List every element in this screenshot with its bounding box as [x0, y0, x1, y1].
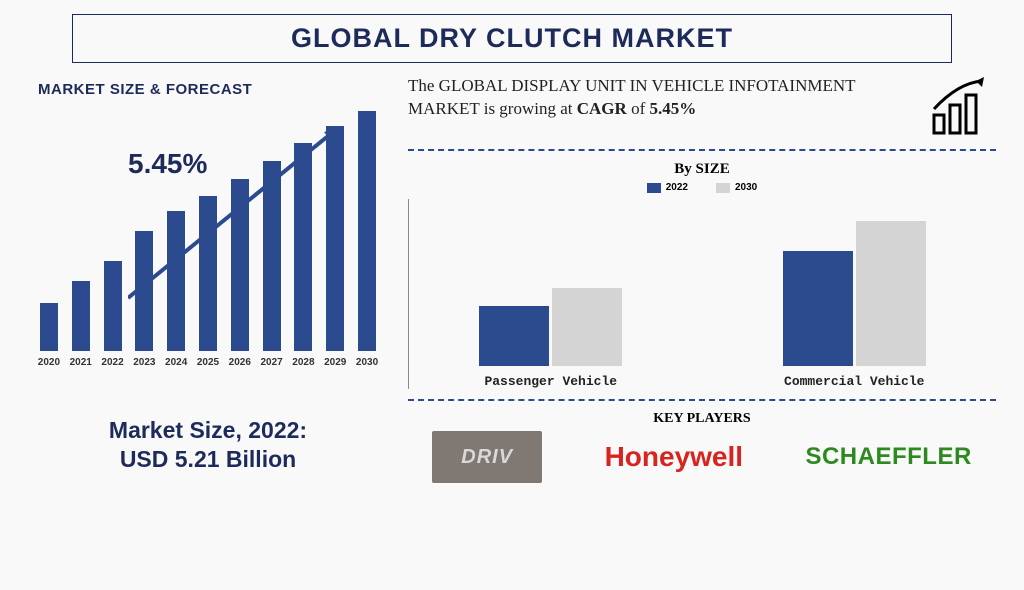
key-players-title: KEY PLAYERS — [408, 411, 996, 427]
forecast-year-label: 2023 — [133, 357, 155, 368]
forecast-year-label: 2029 — [324, 357, 346, 368]
forecast-col: 2024 — [163, 211, 189, 368]
forecast-col: 2020 — [36, 303, 62, 368]
growth-chart-icon — [928, 75, 996, 135]
driv-logo: DRIV — [432, 431, 542, 483]
honeywell-logo: Honeywell — [605, 441, 743, 473]
forecast-bar — [104, 261, 122, 351]
size-chart: Passenger Vehicle Commercial Vehicle — [408, 199, 996, 389]
legend-swatch — [716, 183, 730, 193]
divider-2 — [408, 399, 996, 401]
market-size-callout: Market Size, 2022: USD 5.21 Billion — [28, 416, 388, 474]
legend-label: 2030 — [735, 182, 757, 193]
forecast-heading: MARKET SIZE & FORECAST — [38, 81, 388, 98]
size-bar — [552, 288, 622, 366]
divider-1 — [408, 149, 996, 151]
forecast-bar — [40, 303, 58, 351]
title-box: GLOBAL DRY CLUTCH MARKET — [72, 14, 953, 63]
page-title: GLOBAL DRY CLUTCH MARKET — [73, 23, 952, 54]
right-panel: The GLOBAL DISPLAY UNIT IN VEHICLE INFOT… — [408, 75, 996, 483]
size-bar — [783, 251, 853, 366]
summary-cagr-label: CAGR — [577, 99, 627, 118]
legend-item: 2030 — [716, 182, 757, 193]
forecast-bar — [263, 161, 281, 351]
forecast-year-label: 2028 — [292, 357, 314, 368]
by-size-title: By SIZE — [408, 161, 996, 178]
legend-label: 2022 — [666, 182, 688, 193]
legend-swatch — [647, 183, 661, 193]
forecast-year-label: 2027 — [260, 357, 282, 368]
summary-mid: of — [627, 99, 650, 118]
schaeffler-logo: SCHAEFFLER — [805, 443, 971, 471]
forecast-year-label: 2021 — [70, 357, 92, 368]
forecast-year-label: 2022 — [101, 357, 123, 368]
forecast-bar — [199, 196, 217, 351]
forecast-bar — [72, 281, 90, 351]
left-panel: MARKET SIZE & FORECAST 5.45% 20202021202… — [28, 75, 388, 483]
size-category-label: Passenger Vehicle — [484, 374, 617, 389]
forecast-bar — [326, 126, 344, 351]
market-size-label: Market Size, 2022: — [28, 416, 388, 445]
legend-item: 2022 — [647, 182, 688, 193]
summary-cagr-value: 5.45% — [649, 99, 696, 118]
forecast-col: 2025 — [195, 196, 221, 368]
forecast-chart: 5.45% 2020202120222023202420252026202720… — [28, 108, 388, 398]
legend: 2022 2030 — [408, 182, 996, 193]
content-row: MARKET SIZE & FORECAST 5.45% 20202021202… — [0, 75, 1024, 483]
size-bars — [429, 206, 673, 366]
size-group: Commercial Vehicle — [733, 206, 977, 389]
forecast-col: 2023 — [131, 231, 157, 368]
market-size-value: USD 5.21 Billion — [28, 445, 388, 474]
forecast-year-label: 2025 — [197, 357, 219, 368]
forecast-bar — [358, 111, 376, 351]
forecast-year-label: 2026 — [229, 357, 251, 368]
forecast-bar — [231, 179, 249, 351]
forecast-year-label: 2030 — [356, 357, 378, 368]
size-category-label: Commercial Vehicle — [784, 374, 924, 389]
forecast-bars: 2020 2021 2022 2023 2024 2025 2026 2027 2028 2029… — [36, 118, 380, 368]
forecast-bar — [294, 143, 312, 351]
summary-text: The GLOBAL DISPLAY UNIT IN VEHICLE INFOT… — [408, 75, 914, 121]
forecast-year-label: 2020 — [38, 357, 60, 368]
forecast-col: 2028 — [291, 143, 317, 368]
summary-row: The GLOBAL DISPLAY UNIT IN VEHICLE INFOT… — [408, 75, 996, 145]
size-bar — [479, 306, 549, 366]
forecast-bar — [167, 211, 185, 351]
forecast-col: 2021 — [68, 281, 94, 368]
forecast-col: 2026 — [227, 179, 253, 368]
size-group: Passenger Vehicle — [429, 206, 673, 389]
forecast-col: 2022 — [100, 261, 126, 368]
forecast-col: 2030 — [354, 111, 380, 368]
forecast-year-label: 2024 — [165, 357, 187, 368]
forecast-col: 2029 — [322, 126, 348, 368]
size-bars — [733, 206, 977, 366]
size-bar — [856, 221, 926, 366]
forecast-bar — [135, 231, 153, 351]
forecast-col: 2027 — [259, 161, 285, 368]
players-row: DRIV Honeywell SCHAEFFLER — [408, 431, 996, 483]
